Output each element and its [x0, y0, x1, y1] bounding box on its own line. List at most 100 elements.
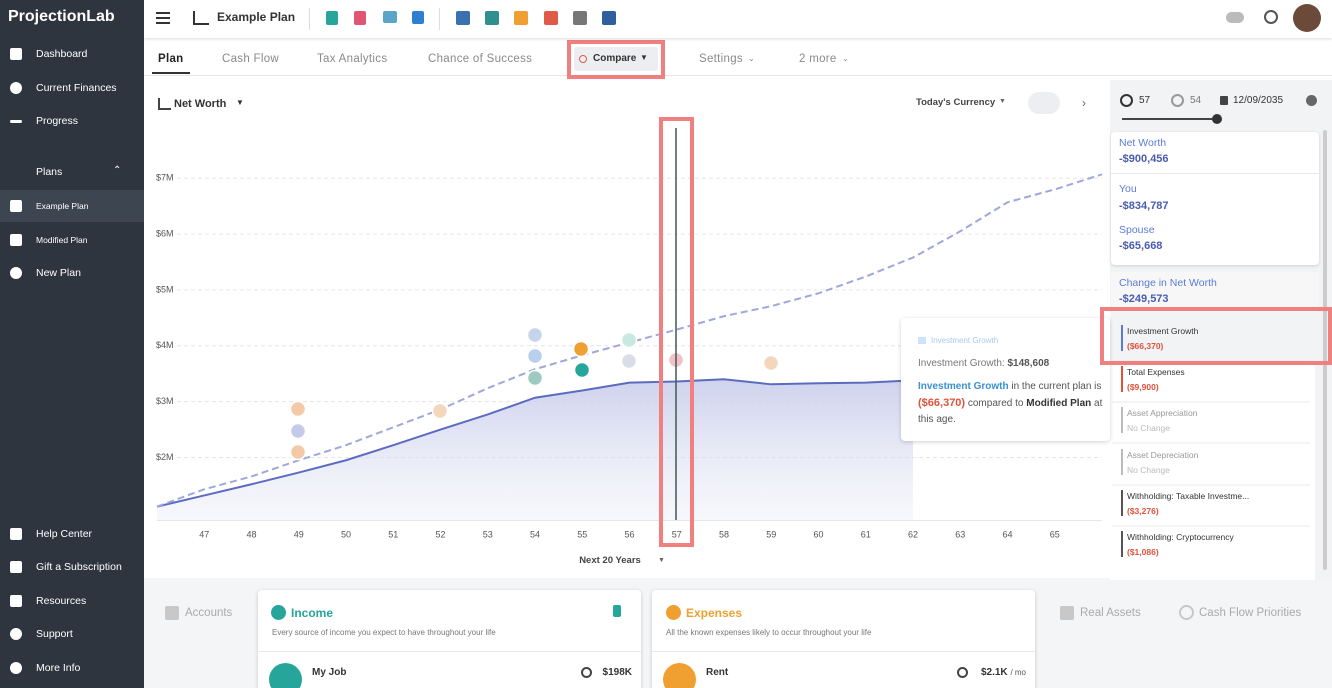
plan-title[interactable]: Example Plan [217, 10, 296, 24]
nav-group[interactable]: Plans [36, 166, 63, 178]
series-line [156, 378, 914, 508]
y-tick-label: $6M [156, 228, 174, 238]
tab[interactable]: Chance of Success [428, 53, 533, 65]
x-tick-label: 63 [955, 529, 965, 539]
card-title[interactable]: Income [291, 606, 334, 620]
x-tick-label: 61 [861, 529, 871, 539]
nav-item[interactable]: Support [36, 628, 73, 640]
x-tick-label: 49 [294, 529, 304, 539]
compare-bg [574, 47, 658, 71]
x-tick-label: 52 [435, 529, 445, 539]
row-label: Total Expenses [1127, 367, 1185, 378]
text: compared to [967, 398, 1024, 409]
event-marker [526, 347, 544, 365]
nav-item[interactable]: Example Plan [36, 201, 89, 211]
nav-item[interactable]: Dashboard [36, 48, 88, 60]
sync-icon[interactable] [1226, 12, 1244, 23]
caret: ⌄ [842, 54, 849, 63]
next-button[interactable]: › [1082, 96, 1086, 110]
tooltip-line: Investment Growth: $148,608 [918, 357, 1049, 371]
event-marker [573, 361, 591, 379]
row-label: Asset Appreciation [1127, 408, 1198, 419]
logo[interactable]: ProjectionLab [8, 8, 115, 25]
highlight-box [659, 117, 694, 547]
plot-bottom [157, 520, 1102, 521]
event-marker [289, 422, 307, 440]
nav-item[interactable]: Progress [36, 115, 79, 127]
age-current[interactable]: 57 [1139, 95, 1151, 106]
item-name[interactable]: Rent [706, 667, 729, 678]
row-label: Withholding: Cryptocurrency [1127, 532, 1234, 542]
filter-button[interactable] [1028, 92, 1060, 114]
tab[interactable]: Settings [699, 53, 743, 65]
x-tick-label: 60 [813, 529, 823, 539]
summary-diff: -$900,456 [1119, 153, 1169, 165]
row-diff: ($1,086) [1127, 547, 1159, 557]
row-bar [1121, 366, 1123, 393]
x-tick-label: 55 [577, 529, 587, 539]
y-tick-label: $7M [156, 173, 174, 183]
metric-icon [158, 98, 171, 110]
tool-icon[interactable] [573, 11, 587, 25]
metric-select[interactable]: Net Worth [174, 98, 227, 110]
nav-item[interactable]: Gift a Subscription [36, 561, 122, 573]
row-divider [1112, 442, 1310, 444]
tab[interactable]: Tax Analytics [317, 53, 388, 65]
row-label: Withholding: Taxable Investme... [1127, 490, 1250, 501]
tool-icon[interactable] [383, 11, 397, 23]
row-divider [1112, 525, 1310, 527]
tab[interactable]: 2 more [799, 53, 837, 65]
row-bar [1121, 448, 1123, 475]
tab[interactable]: Cash Flow [222, 53, 280, 65]
change-diff: -$249,573 [1119, 293, 1169, 305]
tool-icon[interactable] [602, 11, 616, 25]
nav-item[interactable]: Current Finances [36, 82, 117, 94]
tool-icon[interactable] [326, 11, 338, 25]
item-name[interactable]: My Job [312, 667, 347, 678]
row-label: Investment Growth [1127, 326, 1199, 336]
event-marker [620, 331, 638, 349]
nav-item[interactable]: Resources [36, 595, 87, 607]
nav-item[interactable]: Help Center [36, 528, 93, 540]
tooltip: Investment Growth Investment Growth: $14… [901, 318, 1110, 441]
tool-icon[interactable] [412, 11, 424, 24]
chart: $2M $3M $4M $5M $6M $7M 47 48 49 50 51 52 53 54 55 56 57… [156, 128, 1103, 539]
date[interactable]: 12/09/2035 [1233, 95, 1284, 106]
change-label: Change in Net Worth [1119, 277, 1217, 289]
age-partner[interactable]: 54 [1190, 95, 1202, 106]
section-link[interactable]: Accounts [185, 607, 233, 619]
pin-icon[interactable] [613, 605, 621, 617]
tab[interactable]: Compare [593, 53, 637, 64]
tool-icon[interactable] [456, 11, 470, 25]
x-tick-label: 58 [719, 529, 729, 539]
theme-icon[interactable] [1264, 10, 1278, 24]
nav-item[interactable]: More Info [36, 662, 81, 674]
tab[interactable]: Plan [158, 53, 184, 65]
plan-icon [193, 11, 209, 25]
caret: ▼ [658, 557, 665, 564]
row-bar [1121, 531, 1123, 557]
nav-item[interactable]: New Plan [36, 267, 81, 279]
tool-icon[interactable] [544, 11, 558, 25]
slider-knob[interactable] [1212, 114, 1222, 124]
y-tick-label: $5M [156, 284, 174, 294]
tool-icon[interactable] [354, 11, 366, 25]
tool-icon[interactable] [514, 11, 528, 25]
nav-item[interactable]: Modified Plan [36, 235, 88, 245]
card-title[interactable]: Expenses [686, 606, 743, 620]
event-marker [289, 400, 307, 418]
section-link[interactable]: Cash Flow Priorities [1199, 607, 1302, 619]
settings-icon[interactable] [1306, 95, 1317, 106]
menu-icon[interactable] [156, 12, 170, 14]
section-link[interactable]: Real Assets [1080, 607, 1141, 619]
avatar[interactable] [1293, 4, 1321, 32]
currency-select[interactable]: Today's Currency [916, 97, 996, 108]
top-bar: Example Plan [144, 0, 1332, 38]
summary-label: You [1119, 183, 1137, 195]
event-marker [431, 402, 449, 420]
highlight-box [567, 40, 665, 79]
tool-icon[interactable] [485, 11, 499, 25]
range-select[interactable]: Next 20 Years [579, 555, 641, 566]
tooltip-text: Investment Growth in the current plan is… [918, 379, 1103, 428]
